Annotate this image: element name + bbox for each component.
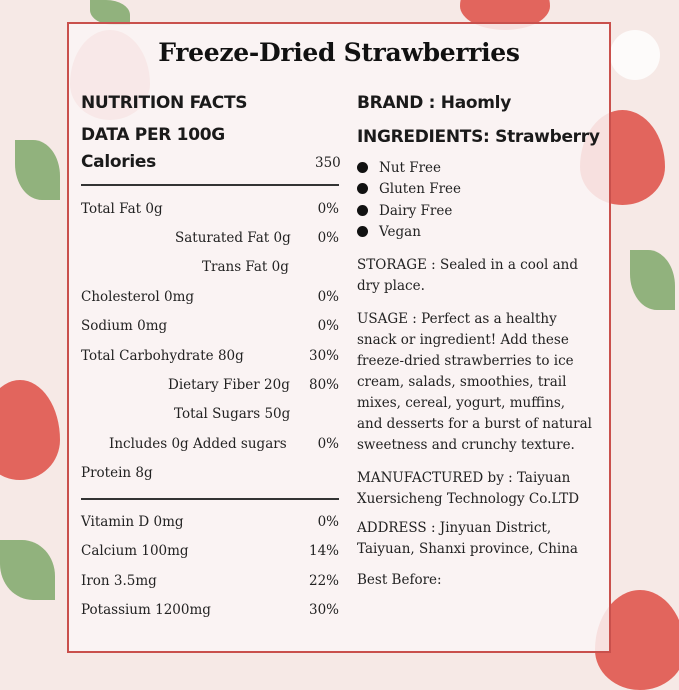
nutrition-heading: NUTRITION FACTS (81, 93, 248, 113)
calories-label: Calories (81, 152, 156, 172)
calories-value: 350 (315, 155, 341, 171)
nutrient-name: Calcium 100mg (81, 543, 189, 559)
nutrient-name: Vitamin D 0mg (81, 514, 184, 530)
nutrient-name: Total Fat 0g (81, 201, 163, 217)
best-before-label: Best Before: (357, 572, 442, 588)
nutrient-value: 22% (308, 573, 339, 589)
nutrient-row: Protein 8g (81, 463, 339, 483)
nutrient-name: Iron 3.5mg (81, 573, 157, 589)
storage-text: STORAGE : Sealed in a cool and dry place. (357, 257, 578, 294)
nutrient-value: 0% (317, 230, 339, 246)
claim-item: Dairy Free (357, 201, 452, 222)
nutrient-row: Trans Fat 0g (81, 257, 339, 277)
nutrient-value: 0% (317, 514, 339, 530)
flower-decoration (610, 30, 660, 80)
mineral-row: Calcium 100mg 14% (81, 541, 339, 561)
bullet-icon (357, 183, 368, 194)
nutrient-name: Protein 8g (81, 465, 153, 481)
bullet-icon (357, 226, 368, 237)
mineral-row: Potassium 1200mg 30% (81, 600, 339, 620)
leaf-decoration (0, 540, 55, 600)
label-panel: Freeze-Dried Strawberries NUTRITION FACT… (67, 22, 611, 653)
nutrient-name: Sodium 0mg (81, 318, 168, 334)
nutrient-value: 0% (317, 289, 339, 305)
claim-item: Gluten Free (357, 179, 461, 200)
leaf-decoration (90, 0, 130, 25)
claim-item: Nut Free (357, 158, 441, 179)
nutrient-row: Saturated Fat 0g 0% (81, 228, 339, 248)
nutrient-value: 30% (308, 602, 339, 618)
bullet-icon (357, 205, 368, 216)
nutrient-value: 14% (308, 543, 339, 559)
nutrient-name: Trans Fat 0g (202, 259, 289, 275)
ingredients: INGREDIENTS: Strawberry (357, 127, 600, 147)
nutrient-name: Cholesterol 0mg (81, 289, 195, 305)
claim-item: Vegan (357, 222, 421, 243)
data-per-label: DATA PER 100G (81, 125, 225, 145)
strawberry-decoration (0, 380, 60, 480)
leaf-decoration (15, 140, 60, 200)
nutrient-value: 0% (317, 318, 339, 334)
nutrient-name: Dietary Fiber 20g (168, 377, 290, 393)
nutrient-row: Total Sugars 50g (81, 404, 339, 424)
nutrient-value: 30% (308, 348, 339, 364)
address-text: ADDRESS : Jinyuan District, Taiyuan, Shan… (357, 520, 578, 557)
mineral-row: Vitamin D 0mg 0% (81, 512, 339, 532)
bullet-icon (357, 162, 368, 173)
leaf-decoration (630, 250, 675, 310)
nutrient-name: Potassium 1200mg (81, 602, 211, 618)
nutrient-value: 0% (317, 201, 339, 217)
nutrient-row: Includes 0g Added sugars 0% (81, 434, 339, 454)
divider (81, 498, 339, 500)
nutrient-row: Sodium 0mg 0% (81, 316, 339, 336)
brand: BRAND : Haomly (357, 93, 511, 113)
nutrient-value: 80% (308, 377, 339, 393)
product-title: Freeze-Dried Strawberries (158, 38, 520, 67)
nutrient-name: Includes 0g Added sugars (109, 436, 287, 452)
usage-text: USAGE : Perfect as a healthy snack or ing… (357, 311, 592, 453)
nutrient-row: Total Fat 0g 0% (81, 199, 339, 219)
divider (81, 184, 339, 186)
nutrient-name: Total Sugars 50g (174, 406, 291, 422)
nutrient-value: 0% (317, 436, 339, 452)
mineral-row: Iron 3.5mg 22% (81, 571, 339, 591)
nutrient-name: Total Carbohydrate 80g (81, 348, 244, 364)
manufacturer-text: MANUFACTURED by : Taiyuan Xuersicheng Tec… (357, 470, 580, 507)
nutrient-name: Saturated Fat 0g (175, 230, 291, 246)
nutrient-row: Dietary Fiber 20g 80% (81, 375, 339, 395)
nutrient-row: Cholesterol 0mg 0% (81, 287, 339, 307)
nutrient-row: Total Carbohydrate 80g 30% (81, 346, 339, 366)
